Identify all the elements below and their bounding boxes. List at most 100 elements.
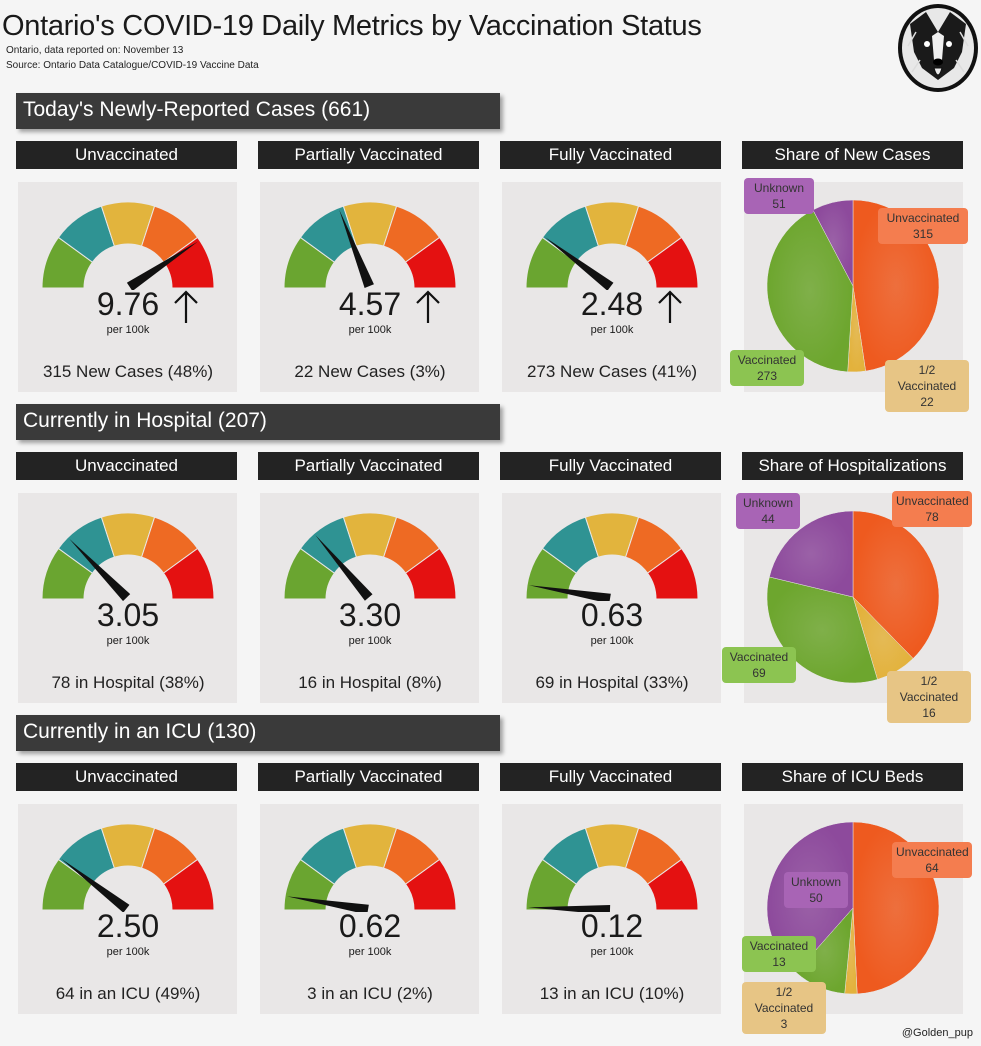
gauge-panel: 2.50 per 100k 64 in an ICU (49%)	[18, 804, 237, 1014]
pie-label-value: 69	[752, 666, 766, 680]
gauge-panel: 3.30 per 100k 16 in Hospital (8%)	[260, 493, 479, 703]
count-label: 64 in an ICU (49%)	[55, 984, 201, 1003]
pie-label-value: 64	[925, 861, 939, 875]
rate-unit: per 100k	[348, 946, 392, 958]
gauge-segment	[162, 858, 214, 911]
pie-label: Unvaccinated 315	[878, 208, 968, 244]
pie-label-name: Unknown	[753, 181, 805, 195]
gauge-segment	[646, 547, 698, 600]
pie-label: Vaccinated 69	[722, 647, 796, 683]
column-header: Partially Vaccinated	[258, 141, 479, 169]
gauge-needle	[315, 535, 373, 601]
gauge-segment	[404, 236, 456, 289]
section-banner: Today's Newly-Reported Cases (661)	[16, 93, 500, 129]
trend-up-arrow-icon	[174, 290, 198, 323]
gauge-dial	[284, 823, 456, 912]
pie-label: Unvaccinated 64	[892, 842, 972, 878]
rate-value: 3.05	[96, 597, 160, 633]
trend-up-arrow-icon	[658, 290, 682, 323]
pie-label-name: 1/2 Vaccinated	[899, 674, 959, 704]
gauge-segment	[162, 236, 214, 289]
pie-label: Unknown 50	[784, 872, 848, 908]
gauge-dial	[284, 201, 456, 290]
rate-value: 9.76	[96, 286, 160, 322]
pie-label-name: 1/2 Vaccinated	[897, 363, 957, 393]
pie-label: Vaccinated 273	[730, 350, 804, 386]
section-banner: Currently in an ICU (130)	[16, 715, 500, 751]
pie-label: 1/2 Vaccinated 3	[742, 982, 826, 1034]
count-label: 273 New Cases (41%)	[526, 362, 698, 381]
gauge-segment	[646, 858, 698, 911]
section-title: Today's Newly-Reported Cases (661)	[23, 98, 371, 121]
gauge-panel: 2.48 per 100k 273 New Cases (41%)	[502, 182, 721, 392]
pie-label-name: Vaccinated	[737, 353, 797, 367]
gauge-segment	[404, 858, 456, 911]
rate-unit: per 100k	[590, 324, 634, 336]
gauge-needle	[126, 241, 198, 290]
gauge-needle	[61, 858, 130, 912]
dog-logo-icon	[898, 4, 978, 92]
gauge-panel: 3.05 per 100k 78 in Hospital (38%)	[18, 493, 237, 703]
gauge-panel: 0.63 per 100k 69 in Hospital (33%)	[502, 493, 721, 703]
rate-unit: per 100k	[590, 635, 634, 647]
gauge-dial	[526, 201, 698, 290]
pie-slice-unvaccinated	[852, 510, 940, 659]
rate-unit: per 100k	[106, 324, 150, 336]
rate-unit: per 100k	[590, 946, 634, 958]
gauge-segment	[646, 236, 698, 289]
count-label: 13 in an ICU (10%)	[539, 984, 685, 1003]
gauge-needle	[287, 896, 369, 912]
section-title: Currently in Hospital (207)	[23, 409, 267, 432]
gauge-needle	[529, 585, 611, 601]
pie-panel: Unvaccinated 78 1/2 Vaccinated 16 Vaccinated…	[722, 491, 972, 723]
pie-label-value: 16	[922, 706, 936, 720]
column-header: Partially Vaccinated	[258, 763, 479, 791]
gauge-dial	[526, 823, 698, 912]
gauge-dial	[42, 512, 214, 601]
page-title: Ontario's COVID-19 Daily Metrics by Vacc…	[2, 10, 702, 42]
pie-label: Vaccinated 13	[742, 936, 816, 972]
pie-label-name: Unknown	[790, 875, 842, 889]
pie-label-name: Vaccinated	[729, 650, 789, 664]
rate-value: 0.62	[338, 908, 402, 944]
gauge-needle	[528, 904, 611, 912]
rate-value: 2.48	[580, 286, 644, 322]
pie-label-value: 78	[925, 510, 939, 524]
column-header: Unvaccinated	[16, 763, 237, 791]
rate-unit: per 100k	[106, 946, 150, 958]
column-header: Partially Vaccinated	[258, 452, 479, 480]
pie-label-name: 1/2 Vaccinated	[754, 985, 814, 1015]
gauge-segment	[404, 547, 456, 600]
pie-label-value: 22	[920, 395, 934, 409]
pie-label: Unknown 44	[736, 493, 800, 529]
section-banner: Currently in Hospital (207)	[16, 404, 500, 440]
pie-label-value: 13	[772, 955, 786, 969]
data-source: Source: Ontario Data Catalogue/COVID-19 …	[6, 60, 259, 71]
gauge-panel: 0.62 per 100k 3 in an ICU (2%)	[260, 804, 479, 1014]
pie-label-name: Unvaccinated	[886, 211, 960, 225]
gauge-panel: 4.57 per 100k 22 New Cases (3%)	[260, 182, 479, 392]
gauge-needle	[545, 237, 614, 290]
gauge-panel: 9.76 per 100k 315 New Cases (48%)	[18, 182, 237, 392]
rate-unit: per 100k	[348, 635, 392, 647]
pie-label-name: Unvaccinated	[896, 845, 969, 859]
rate-value: 0.12	[580, 908, 644, 944]
column-header: Unvaccinated	[16, 452, 237, 480]
gauge-needle	[339, 209, 374, 288]
count-label: 315 New Cases (48%)	[42, 362, 214, 381]
pie-label-name: Unknown	[742, 496, 794, 510]
count-label: 16 in Hospital (8%)	[298, 673, 442, 692]
column-header: Share of ICU Beds	[742, 763, 963, 791]
report-date: Ontario, data reported on: November 13	[6, 45, 184, 56]
pie-label: Unvaccinated 78	[892, 491, 972, 527]
column-header: Unvaccinated	[16, 141, 237, 169]
pie-label: Unknown 51	[744, 178, 814, 214]
pie-label-value: 44	[761, 512, 775, 526]
gauge-segment	[162, 547, 214, 600]
pie-label-value: 3	[780, 1017, 788, 1031]
count-label: 3 in an ICU (2%)	[307, 984, 433, 1003]
rate-value: 2.50	[96, 908, 160, 944]
gauge-dial	[42, 823, 214, 912]
author-credit: @Golden_pup	[901, 1027, 973, 1039]
pie-label: 1/2 Vaccinated 16	[887, 671, 971, 723]
